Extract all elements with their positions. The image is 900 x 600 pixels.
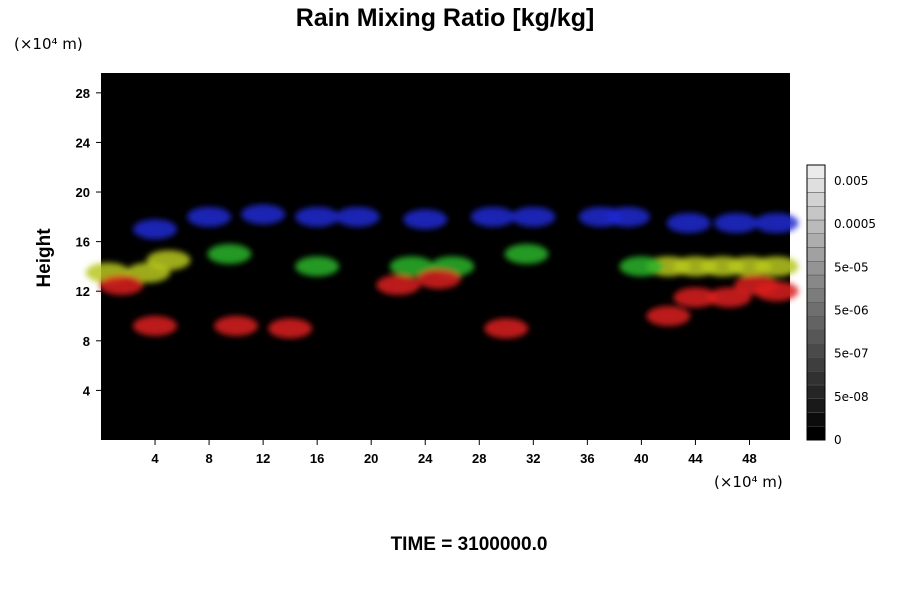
- y-tick-label: 28: [76, 86, 90, 101]
- colorbar-segment: [806, 288, 826, 303]
- data-regions: [85, 204, 799, 339]
- y-tick-label: 16: [76, 235, 90, 250]
- data-region-2-5: [619, 256, 664, 277]
- colorbar-segment: [806, 219, 826, 234]
- data-region-3-11: [754, 281, 799, 302]
- colorbar-label: 0: [834, 433, 842, 447]
- colorbar: 0 5e-08 5e-07 5e-06 5e-05 0.0005 0.005: [806, 164, 876, 447]
- plot-area: [101, 73, 790, 440]
- time-label: TIME = 3100000.0: [391, 534, 548, 555]
- data-region-0-1: [187, 206, 232, 227]
- x-tick-label: 8: [205, 451, 212, 466]
- data-region-2-4: [504, 244, 549, 265]
- data-region-2-0: [207, 244, 252, 265]
- x-axis: 4 8 12 16 20 24 28 32 36 40 44 48: [151, 440, 757, 466]
- colorbar-segment: [806, 206, 826, 221]
- colorbar-segment: [806, 233, 826, 248]
- data-region-0-9: [605, 206, 650, 227]
- x-tick-label: 48: [742, 451, 756, 466]
- colorbar-segment: [806, 384, 826, 399]
- y-axis: 4 8 12 16 20 24 28: [76, 86, 101, 398]
- x-tick-label: 24: [418, 451, 433, 466]
- x-tick-label: 28: [472, 451, 486, 466]
- colorbar-segment: [806, 247, 826, 262]
- colorbar-segment: [806, 343, 826, 358]
- data-region-0-0: [133, 219, 178, 240]
- data-region-3-9: [707, 287, 752, 308]
- data-region-0-7: [511, 206, 556, 227]
- colorbar-segment: [806, 192, 826, 207]
- x-tick-label: 4: [151, 451, 159, 466]
- data-region-1-2: [146, 250, 191, 271]
- y-tick-label: 4: [83, 383, 91, 398]
- colorbar-label: 5e-05: [834, 260, 869, 274]
- data-region-0-4: [335, 206, 380, 227]
- y-tick-label: 24: [76, 135, 91, 150]
- colorbar-segment: [806, 357, 826, 372]
- x-tick-label: 44: [688, 451, 703, 466]
- colorbar-frame: [806, 164, 826, 441]
- y-tick-label: 12: [76, 284, 90, 299]
- data-region-3-0: [99, 275, 144, 296]
- data-region-0-5: [403, 209, 448, 230]
- colorbar-segment: [806, 316, 826, 331]
- data-region-0-6: [470, 206, 515, 227]
- data-region-3-4: [376, 275, 421, 296]
- colorbar-segment: [806, 426, 826, 441]
- colorbar-segment: [806, 412, 826, 427]
- data-region-0-12: [754, 213, 799, 234]
- y-axis-label: Height: [34, 228, 55, 288]
- x-tick-label: 16: [310, 451, 324, 466]
- chart-title: Rain Mixing Ratio [kg/kg]: [296, 4, 595, 32]
- data-region-3-7: [646, 306, 691, 327]
- colorbar-label: 5e-06: [834, 304, 869, 318]
- colorbar-label: 5e-08: [834, 390, 869, 404]
- x-tick-label: 20: [364, 451, 378, 466]
- x-tick-label: 32: [526, 451, 540, 466]
- data-region-3-1: [133, 315, 178, 336]
- data-region-3-8: [673, 287, 718, 308]
- colorbar-segment: [806, 371, 826, 386]
- data-region-3-5: [416, 268, 461, 289]
- colorbar-label: 0.005: [834, 174, 868, 188]
- data-region-2-1: [295, 256, 340, 277]
- y-tick-label: 8: [83, 334, 90, 349]
- colorbar-segment: [806, 164, 826, 179]
- colorbar-label: 0.0005: [834, 217, 876, 231]
- data-region-0-10: [666, 213, 711, 234]
- data-region-3-6: [484, 318, 529, 339]
- data-region-0-2: [241, 204, 286, 225]
- colorbar-label: 5e-07: [834, 347, 869, 361]
- y-tick-label: 20: [76, 185, 90, 200]
- data-region-3-3: [268, 318, 313, 339]
- data-region-3-2: [214, 315, 259, 336]
- y-axis-unit: (×10⁴ m): [14, 35, 83, 53]
- x-tick-label: 36: [580, 451, 594, 466]
- colorbar-segment: [806, 261, 826, 276]
- colorbar-segment: [806, 178, 826, 193]
- data-region-1-7: [754, 256, 799, 277]
- colorbar-segment: [806, 274, 826, 289]
- x-axis-unit: (×10⁴ m): [714, 473, 783, 491]
- colorbar-segment: [806, 302, 826, 317]
- x-tick-label: 40: [634, 451, 648, 466]
- data-region-0-11: [713, 213, 758, 234]
- data-region-2-2: [389, 256, 434, 277]
- colorbar-segment: [806, 398, 826, 413]
- x-tick-label: 12: [256, 451, 270, 466]
- colorbar-segment: [806, 329, 826, 344]
- data-region-0-3: [295, 206, 340, 227]
